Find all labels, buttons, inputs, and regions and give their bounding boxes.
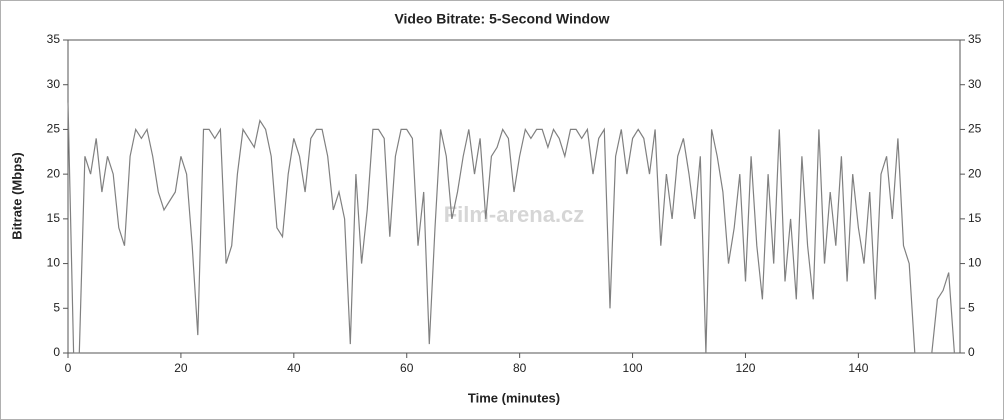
- y2-tick-label: 25: [968, 122, 982, 136]
- y-axis-label: Bitrate (Mbps): [9, 152, 24, 239]
- x-tick-label: 20: [174, 361, 188, 375]
- y2-tick-label: 15: [968, 211, 982, 225]
- x-tick-label: 120: [735, 361, 755, 375]
- y-tick-label: 25: [47, 122, 61, 136]
- x-tick-label: 80: [513, 361, 527, 375]
- y2-tick-label: 0: [968, 345, 975, 359]
- x-tick-label: 140: [848, 361, 868, 375]
- y-tick-label: 20: [47, 166, 61, 180]
- y-tick-label: 30: [47, 77, 61, 91]
- chart-title: Video Bitrate: 5-Second Window: [394, 11, 609, 27]
- y-tick-label: 10: [47, 256, 61, 270]
- y2-tick-label: 20: [968, 166, 982, 180]
- y-tick-label: 15: [47, 211, 61, 225]
- watermark: Film-arena.cz: [444, 202, 585, 227]
- y2-tick-label: 5: [968, 300, 975, 314]
- plot-area: [67, 39, 961, 354]
- y-tick-label: 35: [47, 32, 61, 46]
- x-tick-label: 0: [65, 361, 72, 375]
- y-tick-label: 5: [53, 300, 60, 314]
- x-axis-label: Time (minutes): [468, 390, 560, 405]
- y2-tick-label: 30: [968, 77, 982, 91]
- bitrate-line: [67, 102, 955, 354]
- x-tick-label: 100: [623, 361, 643, 375]
- x-tick-label: 40: [287, 361, 301, 375]
- x-tick-label: 60: [400, 361, 414, 375]
- y-tick-label: 0: [53, 345, 60, 359]
- y2-tick-label: 35: [968, 32, 982, 46]
- y2-tick-label: 10: [968, 256, 982, 270]
